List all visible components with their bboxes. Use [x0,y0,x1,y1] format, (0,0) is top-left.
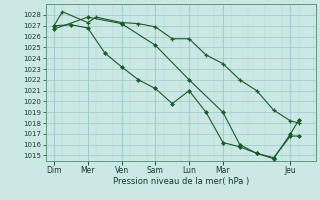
X-axis label: Pression niveau de la mer( hPa ): Pression niveau de la mer( hPa ) [113,177,249,186]
